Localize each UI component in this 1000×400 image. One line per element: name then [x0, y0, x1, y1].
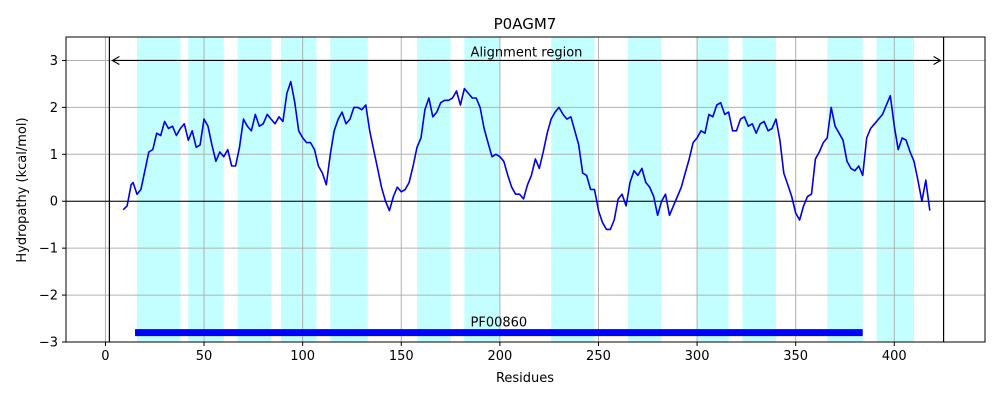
hydropathy-series [122, 80, 931, 231]
hydrophobic-band [876, 37, 915, 342]
hydrophobic-band [697, 37, 729, 342]
y-tick-label: 0 [50, 195, 58, 210]
alignment-region-label: Alignment region [471, 45, 583, 60]
hydrophobic-band [827, 37, 863, 342]
alignment-arrowhead-left [111, 55, 120, 65]
domain-bar [135, 329, 863, 337]
x-tick-label: 400 [882, 349, 907, 364]
y-tick-label: 1 [50, 148, 58, 163]
y-tick-label: 2 [50, 101, 58, 116]
domain-label: PF00860 [471, 316, 528, 331]
hydrophobic-band [628, 37, 662, 342]
y-tick-label: 3 [50, 54, 58, 69]
x-axis-title: Residues [496, 371, 554, 386]
annotations: Alignment region PF00860 [111, 45, 942, 337]
hydrophobic-band [280, 37, 317, 342]
chart-title: P0AGM7 [494, 15, 557, 33]
x-tick-label: 300 [685, 349, 710, 364]
x-tick-label: 0 [101, 349, 109, 364]
x-tick-label: 50 [196, 349, 213, 364]
x-tick-label: 200 [487, 349, 512, 364]
y-axis-title: Hydropathy (kcal/mol) [15, 117, 30, 262]
hydrophobic-band [188, 37, 224, 342]
hydrophobic-band [464, 37, 500, 342]
hydrophobic-band [237, 37, 272, 342]
hydropathy-line [122, 80, 931, 231]
y-tick-label: −3 [39, 336, 58, 351]
x-tick-label: 250 [586, 349, 611, 364]
hydrophobic-band [742, 37, 776, 342]
hydrophobic-band [551, 37, 595, 342]
hydrophobic-band [136, 37, 181, 342]
reference-lines [66, 37, 985, 342]
y-tick-label: −1 [39, 242, 58, 257]
x-tick-label: 100 [290, 349, 315, 364]
hydrophobic-band [417, 37, 451, 342]
hydrophobic-regions [136, 37, 915, 342]
y-tick-label: −2 [39, 289, 58, 304]
x-tick-label: 150 [389, 349, 414, 364]
alignment-arrowhead-right [933, 55, 942, 65]
x-tick-label: 350 [783, 349, 808, 364]
hydrophobic-band [330, 37, 368, 342]
plot-frame [65, 36, 986, 343]
axis-ticks: 0 50 100 150 200 250 300 350 400 −3 −2 −1 0 1 2 3 [39, 54, 907, 364]
